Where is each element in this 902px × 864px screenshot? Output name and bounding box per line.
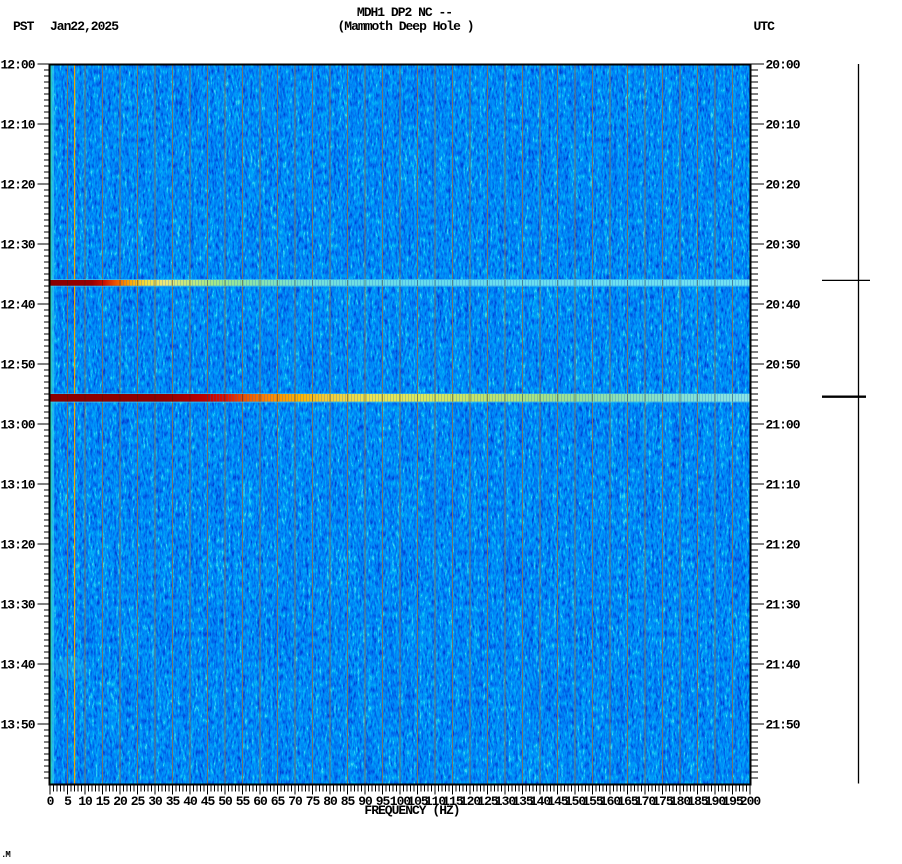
svg-text:13:50: 13:50 [0,718,35,733]
svg-text:0: 0 [47,794,55,809]
svg-text:12:40: 12:40 [0,298,35,313]
svg-text:170: 170 [635,794,657,809]
svg-text:190: 190 [705,794,727,809]
svg-text:20:40: 20:40 [766,298,801,313]
svg-text:20:10: 20:10 [766,118,801,133]
svg-text:21:50: 21:50 [766,718,801,733]
svg-text:21:20: 21:20 [766,538,801,553]
svg-text:13:00: 13:00 [0,418,35,433]
svg-text:90: 90 [358,794,373,809]
svg-text:130: 130 [495,794,517,809]
svg-text:20:50: 20:50 [766,358,801,373]
svg-text:110: 110 [425,794,447,809]
svg-text:160: 160 [600,794,622,809]
svg-text:21:00: 21:00 [766,418,801,433]
svg-text:.M: .M [1,850,10,860]
svg-text:10: 10 [78,794,93,809]
svg-text:5: 5 [64,794,72,809]
svg-text:165: 165 [617,794,639,809]
svg-text:45: 45 [201,794,216,809]
svg-text:55: 55 [236,794,251,809]
svg-text:21:10: 21:10 [766,478,801,493]
svg-text:MDH1 DP2 NC --: MDH1 DP2 NC -- [357,5,452,20]
svg-text:50: 50 [218,794,233,809]
svg-text:PST: PST [13,19,35,34]
svg-text:30: 30 [148,794,163,809]
svg-text:140: 140 [530,794,552,809]
svg-text:40: 40 [183,794,198,809]
svg-text:175: 175 [652,794,674,809]
svg-text:12:20: 12:20 [0,178,35,193]
svg-text:20: 20 [113,794,128,809]
svg-text:UTC: UTC [754,19,776,34]
svg-text:12:50: 12:50 [0,358,35,373]
svg-text:105: 105 [407,794,429,809]
svg-text:(Mammoth Deep Hole ): (Mammoth Deep Hole ) [337,19,473,34]
svg-text:12:30: 12:30 [0,238,35,253]
svg-text:Jan22,2025: Jan22,2025 [50,19,119,34]
svg-text:95: 95 [376,794,391,809]
svg-text:150: 150 [565,794,587,809]
svg-text:85: 85 [341,794,356,809]
svg-text:20:00: 20:00 [766,58,801,73]
svg-text:21:30: 21:30 [766,598,801,613]
svg-text:75: 75 [306,794,321,809]
svg-text:155: 155 [582,794,604,809]
svg-text:20:30: 20:30 [766,238,801,253]
svg-text:15: 15 [96,794,111,809]
svg-text:12:00: 12:00 [0,58,35,73]
svg-text:13:30: 13:30 [0,598,35,613]
svg-text:100: 100 [390,794,412,809]
svg-text:FREQUENCY (HZ): FREQUENCY (HZ) [364,803,459,818]
svg-text:115: 115 [442,794,464,809]
svg-text:180: 180 [670,794,692,809]
svg-text:13:40: 13:40 [0,658,35,673]
svg-text:185: 185 [687,794,709,809]
svg-text:13:10: 13:10 [0,478,35,493]
svg-text:195: 195 [722,794,744,809]
svg-text:65: 65 [271,794,286,809]
svg-text:35: 35 [166,794,181,809]
svg-text:12:10: 12:10 [0,118,35,133]
svg-text:80: 80 [323,794,338,809]
svg-text:13:20: 13:20 [0,538,35,553]
svg-text:70: 70 [288,794,303,809]
svg-text:20:20: 20:20 [766,178,801,193]
svg-text:125: 125 [477,794,499,809]
svg-text:60: 60 [253,794,268,809]
svg-text:120: 120 [460,794,482,809]
svg-text:200: 200 [740,794,762,809]
svg-text:145: 145 [547,794,569,809]
svg-text:21:40: 21:40 [766,658,801,673]
svg-text:135: 135 [512,794,534,809]
svg-text:25: 25 [131,794,146,809]
